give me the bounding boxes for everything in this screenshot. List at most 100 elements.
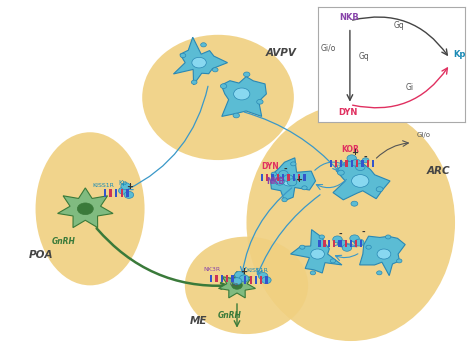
Circle shape — [262, 277, 271, 284]
Bar — [338, 240, 340, 247]
Bar — [293, 174, 295, 181]
Bar — [120, 189, 123, 197]
Circle shape — [291, 162, 296, 166]
Text: GnRH: GnRH — [218, 311, 242, 321]
Ellipse shape — [185, 237, 308, 334]
Bar — [333, 240, 336, 247]
Circle shape — [397, 259, 402, 263]
Ellipse shape — [246, 104, 455, 341]
Text: Gq: Gq — [230, 282, 239, 287]
Bar — [329, 160, 332, 167]
Polygon shape — [291, 230, 342, 273]
Bar — [260, 276, 263, 284]
Text: NKB: NKB — [339, 13, 359, 22]
Bar — [355, 240, 357, 247]
Text: KISS1R: KISS1R — [246, 268, 268, 273]
Polygon shape — [360, 236, 405, 276]
Text: NK3R: NK3R — [204, 267, 221, 272]
Circle shape — [232, 278, 242, 285]
Circle shape — [377, 249, 391, 259]
Bar — [335, 160, 337, 167]
Bar — [303, 174, 306, 181]
Bar — [282, 174, 284, 181]
Circle shape — [352, 175, 369, 187]
Bar — [346, 160, 348, 167]
Circle shape — [201, 43, 206, 47]
Text: KOR: KOR — [341, 145, 359, 155]
Bar — [350, 240, 352, 247]
Circle shape — [121, 183, 130, 190]
Bar — [277, 174, 279, 181]
Bar — [345, 240, 347, 247]
Circle shape — [319, 235, 325, 239]
Circle shape — [362, 158, 369, 163]
Text: GnRH: GnRH — [52, 237, 76, 246]
Circle shape — [352, 159, 361, 166]
Bar — [215, 275, 218, 282]
Circle shape — [366, 245, 371, 249]
Circle shape — [232, 282, 242, 289]
Circle shape — [356, 164, 365, 171]
Circle shape — [244, 72, 250, 77]
Polygon shape — [333, 159, 390, 200]
Text: POA: POA — [28, 250, 53, 260]
Circle shape — [377, 271, 382, 275]
Text: Kp: Kp — [118, 181, 128, 187]
Bar — [351, 160, 353, 167]
Text: -: - — [364, 153, 367, 162]
Polygon shape — [173, 37, 228, 85]
Bar — [109, 189, 112, 197]
Circle shape — [191, 80, 197, 84]
Bar — [226, 275, 228, 282]
Bar — [287, 174, 290, 181]
Bar — [104, 189, 106, 197]
Bar — [221, 275, 223, 282]
Text: +: + — [351, 148, 358, 157]
Bar — [372, 160, 374, 167]
Text: +: + — [295, 175, 302, 184]
Polygon shape — [221, 77, 266, 117]
Text: NKB: NKB — [266, 177, 284, 187]
Circle shape — [283, 175, 293, 182]
Circle shape — [220, 84, 227, 88]
Text: Gi/o: Gi/o — [320, 44, 336, 53]
Polygon shape — [219, 271, 255, 298]
Circle shape — [342, 244, 352, 251]
Circle shape — [302, 186, 307, 190]
Ellipse shape — [36, 132, 145, 285]
Circle shape — [212, 68, 218, 72]
Bar — [367, 160, 369, 167]
Bar — [282, 174, 284, 181]
Circle shape — [258, 272, 268, 279]
Circle shape — [311, 249, 324, 259]
Circle shape — [376, 187, 383, 192]
Text: DYN: DYN — [262, 162, 279, 171]
Circle shape — [275, 178, 284, 185]
Bar — [261, 174, 263, 181]
Ellipse shape — [142, 35, 294, 160]
Circle shape — [233, 113, 239, 118]
Bar — [356, 160, 358, 167]
Text: Gq: Gq — [394, 21, 405, 30]
Circle shape — [351, 201, 358, 206]
Circle shape — [282, 198, 287, 202]
Circle shape — [330, 259, 336, 263]
Text: -: - — [283, 165, 287, 174]
Bar — [362, 160, 364, 167]
Bar — [351, 160, 353, 167]
Circle shape — [235, 271, 244, 278]
Bar — [115, 189, 118, 197]
Text: DYN: DYN — [338, 108, 357, 117]
Circle shape — [350, 235, 359, 242]
Circle shape — [347, 155, 356, 162]
Circle shape — [180, 53, 186, 57]
Circle shape — [355, 239, 364, 246]
Circle shape — [124, 191, 134, 198]
Circle shape — [118, 187, 128, 194]
Polygon shape — [271, 158, 316, 201]
Circle shape — [77, 203, 93, 215]
Bar — [340, 240, 342, 247]
Circle shape — [300, 245, 305, 249]
Text: Gi/o: Gi/o — [416, 133, 430, 139]
Text: Kp: Kp — [453, 50, 465, 60]
